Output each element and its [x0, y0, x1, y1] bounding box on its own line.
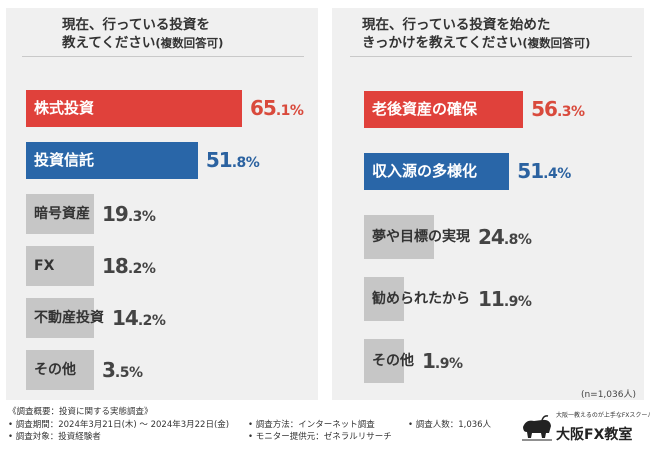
- bar-value: 14.2%: [112, 298, 166, 341]
- bar-label: 投資信託: [34, 151, 95, 169]
- value-integer: 51: [205, 148, 233, 172]
- bar-勧められたから: [364, 277, 404, 321]
- left-chart-title: 現在、行っている投資を 教えてください(複数回答可): [62, 16, 302, 52]
- value-integer: 56: [531, 97, 558, 121]
- bar-label: 暗号資産: [34, 206, 90, 222]
- footer-monitor: • モニター提供元：ゼネラルリサーチ: [248, 432, 392, 442]
- bar-value: 3.5%: [102, 350, 143, 393]
- right-chart-title: 現在、行っている投資を始めた きっかけを教えてください(複数回答可): [362, 16, 632, 52]
- bar-暗号資産: [26, 194, 94, 234]
- bar-value: 24.8%: [478, 215, 532, 262]
- bar-label: FX: [34, 258, 55, 274]
- bar-FX: [26, 246, 94, 286]
- right-title-divider: [350, 56, 632, 57]
- value-decimal: .8%: [503, 232, 532, 248]
- right-panel: [332, 8, 644, 400]
- value-decimal: .3%: [556, 104, 585, 120]
- footer-overview: 《調査概要：投資に関する実態調査》: [8, 407, 153, 417]
- bar-その他: [364, 339, 404, 383]
- bar-value: 11.9%: [478, 277, 532, 324]
- right-title-line2: きっかけを教えてください: [362, 35, 523, 51]
- bar-投資信託: [26, 142, 198, 179]
- value-integer: 3: [102, 358, 116, 382]
- bar-label: その他: [34, 362, 76, 378]
- footer-count: • 調査人数：1,036人: [408, 420, 492, 430]
- bar-老後資産の確保: [364, 91, 524, 128]
- value-integer: 65: [250, 96, 277, 120]
- value-integer: 1: [422, 349, 436, 373]
- footer-period: • 調査期間：2024年3月21日(木) ～ 2024年3月22日(金): [8, 420, 230, 430]
- bar-その他: [26, 350, 94, 390]
- footer-method: • 調査方法：インターネット調査: [248, 420, 375, 430]
- left-title-divider: [22, 56, 304, 57]
- left-title-note: (複数回答可): [155, 36, 224, 50]
- value-decimal: .3%: [127, 209, 156, 225]
- value-decimal: .5%: [114, 365, 143, 381]
- bar-label: 株式投資: [34, 99, 95, 117]
- value-integer: 51: [517, 159, 544, 183]
- left-title-line2: 教えてください: [62, 35, 156, 51]
- bar-label: 不動産投資: [34, 310, 104, 326]
- footer-target: • 調査対象：投資経験者: [8, 432, 101, 442]
- bar-株式投資: [26, 90, 242, 127]
- bar-label: 収入源の多様化: [372, 162, 478, 180]
- bar-収入源の多様化: [364, 153, 510, 190]
- value-decimal: .2%: [127, 261, 156, 277]
- value-integer: 19: [102, 202, 129, 226]
- value-integer: 11: [478, 287, 505, 311]
- bar-label: その他: [372, 353, 414, 369]
- bar-不動産投資: [26, 298, 94, 338]
- right-title-note: (複数回答可): [522, 36, 591, 50]
- value-decimal: .8%: [231, 155, 260, 171]
- logo-tagline: 大阪一教えるのが上手なFXスクール: [556, 412, 650, 419]
- bar-label: 老後資産の確保: [372, 100, 478, 118]
- left-title-line1: 現在、行っている投資を: [62, 17, 210, 33]
- value-decimal: .4%: [543, 166, 571, 182]
- bar-夢や目標の実現: [364, 215, 435, 259]
- logo-name: 大阪FX教室: [556, 427, 633, 443]
- bar-value: 19.3%: [102, 194, 156, 237]
- bar-value: 1.9%: [422, 339, 463, 386]
- brand-logo: 大阪一教えるのが上手なFXスクール 大阪FX教室: [520, 408, 650, 446]
- bar-label: 勧められたから: [372, 291, 470, 307]
- bar-value: 65.1%: [250, 90, 304, 130]
- bar-value: 18.2%: [102, 246, 156, 289]
- right-title-line1: 現在、行っている投資を始めた: [362, 17, 551, 33]
- value-decimal: .9%: [434, 356, 463, 372]
- bar-value: 51.4%: [517, 153, 571, 193]
- bar-value: 56.3%: [531, 91, 585, 131]
- value-integer: 18: [102, 254, 129, 278]
- sample-size-note: (n=1,036人): [580, 390, 636, 400]
- value-decimal: .2%: [137, 313, 166, 329]
- value-integer: 24: [478, 225, 505, 249]
- bar-label: 夢や目標の実現: [372, 229, 470, 245]
- value-integer: 14: [112, 306, 139, 330]
- bull-icon: [522, 415, 552, 441]
- value-decimal: .9%: [503, 294, 532, 310]
- bar-value: 51.8%: [205, 142, 260, 182]
- value-decimal: .1%: [275, 103, 304, 119]
